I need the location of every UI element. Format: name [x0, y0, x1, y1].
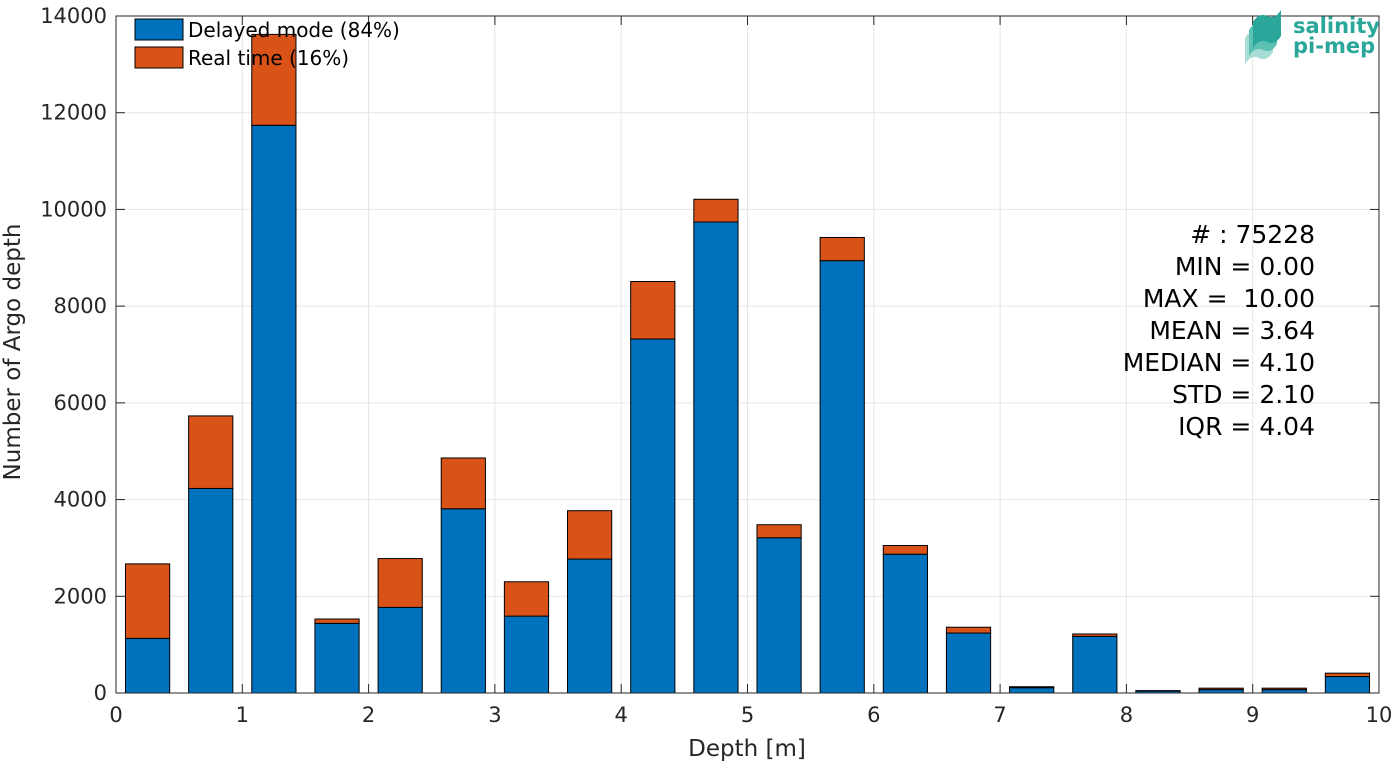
x-tick-label: 5: [741, 703, 754, 727]
bar-delayed-mode: [882, 553, 928, 694]
bar-real-time: [377, 558, 423, 608]
x-tick-label: 4: [615, 703, 628, 727]
bar-real-time: [503, 581, 550, 617]
bar-real-time: [251, 33, 297, 126]
bar-real-time: [440, 457, 486, 510]
x-tick-label: 1: [236, 703, 249, 727]
tick-marks: [115, 15, 1380, 694]
bar-delayed-mode: [251, 124, 297, 694]
bar-real-time: [1261, 687, 1307, 691]
bar-real-time: [693, 198, 739, 223]
stats-min: MIN = 0.00: [1175, 252, 1315, 281]
bar-delayed-mode: [1009, 687, 1055, 694]
bar-delayed-mode: [124, 637, 171, 694]
y-tick-label: 8000: [54, 294, 107, 318]
stats-iqr: IQR = 4.04: [1178, 412, 1315, 441]
bar-delayed-mode: [1324, 676, 1371, 694]
bar-delayed-mode: [440, 508, 486, 694]
y-tick-label: 6000: [54, 391, 107, 415]
bar-real-time: [567, 510, 613, 560]
legend-label-delayed: Delayed mode (84%): [188, 18, 400, 42]
legend-swatch-realtime: [134, 46, 184, 69]
bar-delayed-mode: [630, 338, 676, 694]
bar-delayed-mode: [314, 622, 360, 694]
bar-delayed-mode: [693, 221, 739, 694]
x-tick-label: 8: [1120, 703, 1133, 727]
logo-line1: salinity: [1293, 14, 1380, 38]
bar-delayed-mode: [819, 260, 865, 694]
bar-delayed-mode: [1261, 689, 1307, 694]
legend-label-realtime: Real time (16%): [188, 46, 349, 70]
stats-annotation: # : 75228 MIN = 0.00 MAX = 10.00 MEAN = …: [1123, 220, 1315, 441]
bar-real-time: [756, 524, 802, 539]
bar-real-time: [124, 563, 171, 639]
x-tick-label: 9: [1246, 703, 1259, 727]
salinity-pi-mep-logo: salinity pi-mep: [1245, 10, 1380, 64]
bar-real-time: [314, 618, 360, 624]
x-axis-label: Depth [m]: [688, 736, 806, 762]
bar-real-time: [1324, 672, 1371, 678]
y-tick-label: 12000: [40, 101, 107, 125]
legend: Delayed mode (84%) Real time (16%): [134, 18, 400, 70]
logo-wave-icon: [1245, 10, 1281, 64]
y-tick-label: 0: [94, 681, 107, 705]
y-axis-label: Number of Argo depth: [0, 224, 26, 481]
bar-real-time: [188, 415, 234, 489]
stats-median: MEDIAN = 4.10: [1123, 348, 1315, 377]
y-tick-labels: 0 2000 4000 6000 8000 10000 12000 14000: [40, 4, 107, 705]
bar-real-time: [819, 236, 865, 262]
legend-swatch-delayed: [134, 18, 184, 41]
x-tick-labels: 0 1 2 3 4 5 6 7 8 9 10: [109, 703, 1392, 727]
x-tick-label: 2: [362, 703, 375, 727]
logo-line2: pi-mep: [1293, 34, 1375, 58]
bar-delayed-mode: [188, 487, 234, 694]
x-tick-label: 7: [993, 703, 1006, 727]
bar-delayed-mode: [503, 615, 550, 694]
bar-delayed-mode: [945, 632, 992, 694]
x-tick-label: 3: [488, 703, 501, 727]
bar-delayed-mode: [377, 606, 423, 694]
bar-delayed-mode: [1198, 689, 1244, 694]
stats-mean: MEAN = 3.64: [1149, 316, 1315, 345]
bar-delayed-mode: [567, 558, 613, 694]
bar-real-time: [945, 626, 992, 634]
bar-real-time: [1072, 633, 1118, 637]
stats-std: STD = 2.10: [1172, 380, 1315, 409]
bar-real-time: [630, 280, 676, 340]
stats-count: # : 75228: [1190, 220, 1315, 249]
x-tick-label: 10: [1366, 703, 1393, 727]
bar-delayed-mode: [756, 537, 802, 694]
x-tick-label: 0: [109, 703, 122, 727]
bar-real-time: [1009, 686, 1055, 689]
y-tick-label: 4000: [54, 488, 107, 512]
x-tick-label: 6: [867, 703, 880, 727]
stats-max: MAX = 10.00: [1143, 284, 1315, 313]
bars: [124, 33, 1371, 694]
y-tick-label: 2000: [54, 584, 107, 608]
y-tick-label: 10000: [40, 197, 107, 221]
bar-real-time: [1198, 687, 1244, 691]
bar-real-time: [882, 545, 928, 555]
y-tick-label: 14000: [40, 4, 107, 28]
bar-delayed-mode: [1072, 635, 1118, 694]
